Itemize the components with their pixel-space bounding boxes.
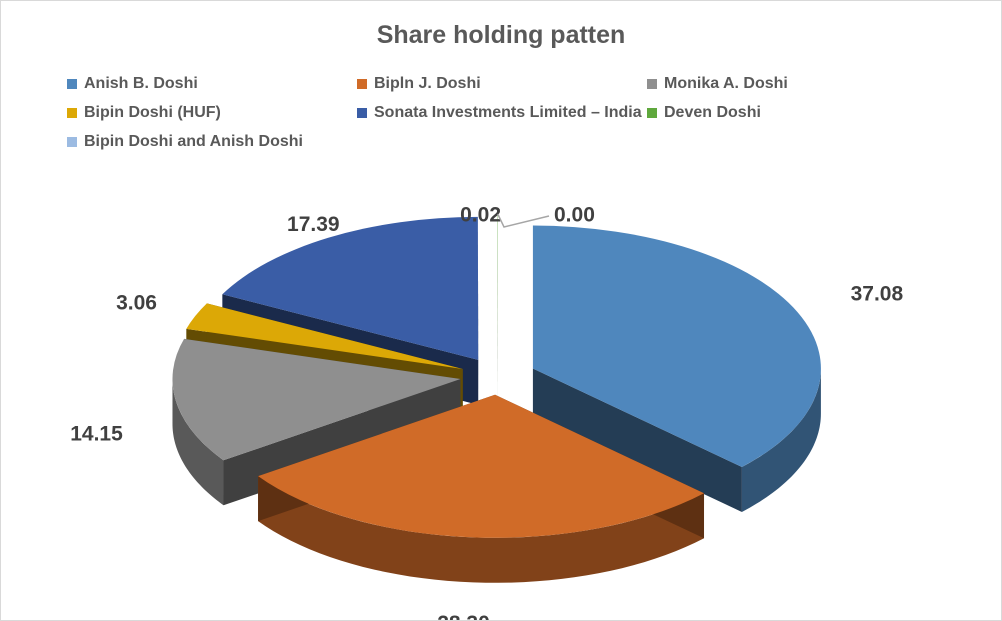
legend: Anish B. Doshi Bipln J. Doshi Monika A. … bbox=[67, 75, 967, 151]
legend-label: Bipln J. Doshi bbox=[374, 75, 481, 92]
legend-label: Deven Doshi bbox=[664, 104, 761, 121]
legend-item-bipin-and-anish-doshi: Bipin Doshi and Anish Doshi bbox=[67, 133, 357, 151]
legend-item-anish-b-doshi: Anish B. Doshi bbox=[67, 75, 357, 93]
data-label: 0.00 bbox=[554, 204, 595, 227]
legend-swatch bbox=[647, 79, 657, 89]
legend-swatch bbox=[357, 79, 367, 89]
pie-slice bbox=[532, 225, 821, 512]
data-label: 14.15 bbox=[70, 423, 123, 446]
legend-swatch bbox=[357, 108, 367, 118]
legend-swatch bbox=[67, 137, 77, 147]
data-label: 0.02 bbox=[460, 204, 501, 227]
data-label-layer: 37.08 28.30 14.15 3.06 17.39 0.02 0.00 bbox=[70, 204, 903, 620]
data-label: 3.06 bbox=[116, 292, 157, 315]
slice-top bbox=[172, 338, 461, 461]
legend-label: Sonata Investments Limited – India bbox=[374, 104, 642, 121]
pie-slice bbox=[258, 394, 705, 583]
slice-top bbox=[258, 394, 705, 538]
legend-label: Monika A. Doshi bbox=[664, 75, 788, 92]
legend-item-monika-a-doshi: Monika A. Doshi bbox=[647, 75, 947, 93]
slice-top bbox=[222, 216, 479, 360]
slice-wall bbox=[532, 368, 742, 512]
legend-label: Bipin Doshi and Anish Doshi bbox=[84, 133, 303, 150]
slice-side bbox=[741, 368, 821, 512]
legend-item-bipin-doshi-huf: Bipin Doshi (HUF) bbox=[67, 104, 357, 122]
legend-swatch bbox=[67, 79, 77, 89]
legend-item-bipln-j-doshi: Bipln J. Doshi bbox=[357, 75, 647, 93]
chart-title: Share holding patten bbox=[376, 21, 626, 49]
leader-line bbox=[497, 213, 550, 228]
data-label: 17.39 bbox=[287, 213, 340, 236]
slice-top bbox=[186, 303, 463, 369]
legend-swatch bbox=[67, 108, 77, 118]
data-label: 37.08 bbox=[851, 283, 904, 306]
slice-side bbox=[172, 379, 224, 506]
legend-swatch bbox=[647, 108, 657, 118]
legend-label: Anish B. Doshi bbox=[84, 75, 198, 92]
legend-label: Bipin Doshi (HUF) bbox=[84, 104, 221, 121]
legend-item-deven-doshi: Deven Doshi bbox=[647, 104, 947, 122]
data-label: 28.30 bbox=[437, 612, 490, 620]
legend-item-sonata-investments: Sonata Investments Limited – India bbox=[357, 104, 647, 122]
slice-layer bbox=[172, 214, 821, 583]
slice-side bbox=[258, 476, 705, 583]
slice-top bbox=[532, 225, 821, 467]
